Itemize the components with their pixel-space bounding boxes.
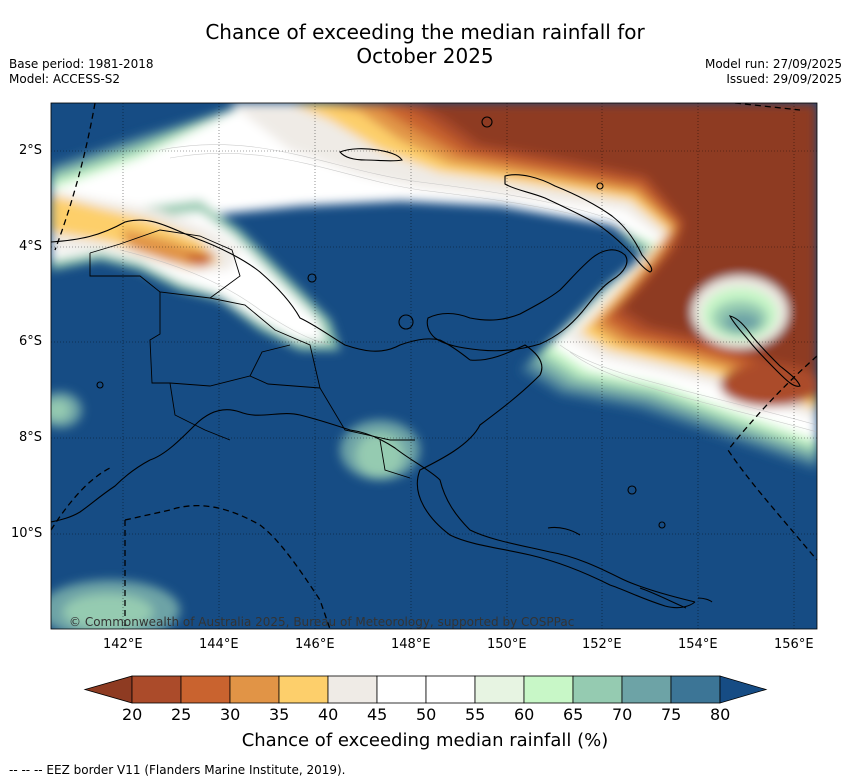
lat-label-10s: 10°S bbox=[11, 526, 43, 541]
lon-label-146e: 146°E bbox=[295, 637, 335, 652]
colorbar-tick-label: 80 bbox=[710, 705, 731, 724]
colorbar-tick-label: 60 bbox=[514, 705, 535, 724]
province-boundaries bbox=[89, 229, 415, 479]
lat-label-6s: 6°S bbox=[19, 334, 43, 349]
colorbar-tick-label: 35 bbox=[269, 705, 290, 724]
map-title-line1: Chance of exceeding the median rainfall … bbox=[205, 20, 645, 44]
colorbar-tick-label: 30 bbox=[220, 705, 241, 724]
colorbar-cell bbox=[474, 675, 525, 704]
colorbar-cell bbox=[229, 675, 280, 704]
colorbar-cell bbox=[523, 675, 574, 704]
coastlines bbox=[51, 116, 801, 609]
colorbar-cell bbox=[670, 675, 721, 704]
colorbar-tick-label: 65 bbox=[563, 705, 584, 724]
colorbar-tick-label: 45 bbox=[367, 705, 388, 724]
lon-label-156e: 156°E bbox=[774, 637, 814, 652]
colorbar-cell bbox=[278, 675, 329, 704]
eez-borders bbox=[51, 103, 817, 629]
eez-footnote: -- -- -- EEZ border V11 (Flanders Marine… bbox=[9, 763, 346, 777]
copyright-notice: © Commonwealth of Australia 2025, Bureau… bbox=[69, 615, 574, 629]
colorbar-cell bbox=[376, 675, 427, 704]
colorbar bbox=[83, 675, 768, 704]
lon-label-154e: 154°E bbox=[678, 637, 718, 652]
lon-label-148e: 148°E bbox=[391, 637, 431, 652]
colorbar-tick-label: 55 bbox=[465, 705, 486, 724]
rainfall-field bbox=[51, 103, 817, 629]
colorbar-arrow-high bbox=[719, 675, 768, 704]
model-label: Model: ACCESS-S2 bbox=[9, 72, 121, 86]
colorbar-tick-label: 50 bbox=[416, 705, 437, 724]
lon-label-150e: 150°E bbox=[487, 637, 527, 652]
lon-label-144e: 144°E bbox=[199, 637, 239, 652]
colorbar-title: Chance of exceeding median rainfall (%) bbox=[241, 730, 609, 751]
base-period-label: Base period: 1981-2018 bbox=[9, 57, 154, 71]
colorbar-cell bbox=[572, 675, 623, 704]
colorbar-cell bbox=[425, 675, 476, 704]
colorbar-tick-label: 40 bbox=[318, 705, 339, 724]
lon-label-142e: 142°E bbox=[103, 637, 143, 652]
model-run-label: Model run: 27/09/2025 bbox=[704, 57, 842, 71]
colorbar-tick-label: 20 bbox=[122, 705, 143, 724]
colorbar-tick-label: 75 bbox=[661, 705, 682, 724]
lat-label-2s: 2°S bbox=[19, 143, 43, 158]
colorbar-cell bbox=[180, 675, 231, 704]
map-title-line2: October 2025 bbox=[356, 44, 494, 68]
lat-label-8s: 8°S bbox=[19, 430, 43, 445]
colorbar-cell bbox=[327, 675, 378, 704]
lat-label-4s: 4°S bbox=[19, 239, 43, 254]
map-frame bbox=[50, 102, 818, 630]
issued-label: Issued: 29/09/2025 bbox=[726, 72, 842, 86]
graticule bbox=[51, 103, 817, 629]
colorbar-cell bbox=[131, 675, 182, 704]
colorbar-tick-label: 25 bbox=[171, 705, 192, 724]
colorbar-cell bbox=[621, 675, 672, 704]
colorbar-arrow-low bbox=[83, 675, 133, 704]
colorbar-tick-label: 70 bbox=[612, 705, 633, 724]
lon-label-152e: 152°E bbox=[582, 637, 622, 652]
